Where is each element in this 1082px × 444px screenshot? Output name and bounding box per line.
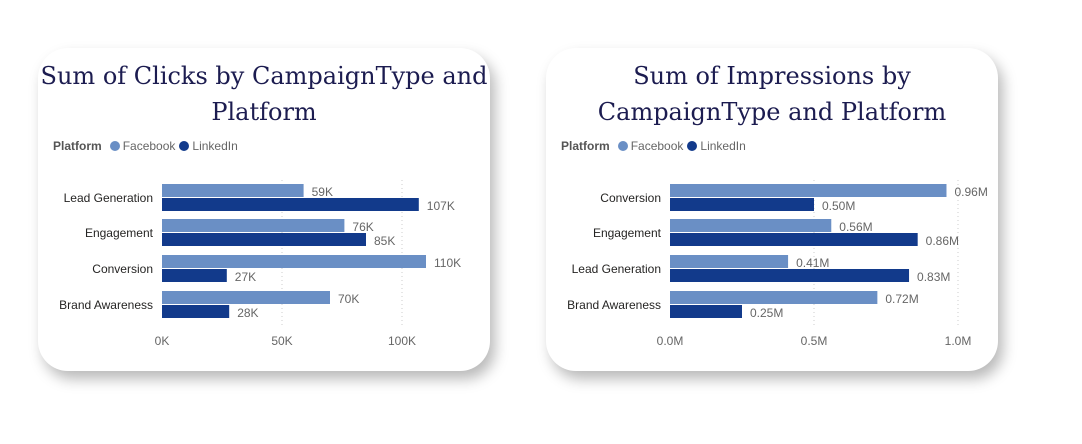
y-category-label: Conversion xyxy=(600,191,661,205)
data-label: 0.56M xyxy=(839,220,872,234)
legend-marker-facebook xyxy=(109,141,120,151)
y-category-label: Brand Awareness xyxy=(567,298,661,312)
bar-facebook xyxy=(162,184,304,197)
x-tick-label: 0.0M xyxy=(657,334,684,348)
data-label: 70K xyxy=(338,292,359,306)
legend-label-facebook: Facebook xyxy=(630,139,684,153)
data-label: 110K xyxy=(434,256,461,270)
data-label: 0.72M xyxy=(885,292,918,306)
chart-title-line: Platform xyxy=(211,98,317,126)
x-tick-label: 1.0M xyxy=(945,334,972,348)
data-label: 28K xyxy=(237,306,258,320)
legend-marker-linkedin xyxy=(687,141,698,151)
legend-entry-linkedin[interactable]: LinkedIn xyxy=(687,139,746,153)
data-label: 0.50M xyxy=(822,199,855,213)
y-category-label: Lead Generation xyxy=(64,191,153,205)
y-category-label: Engagement xyxy=(593,226,662,240)
chart-title-line: Sum of Impressions by xyxy=(633,62,911,90)
bar-linkedin xyxy=(162,233,366,246)
bar-facebook xyxy=(670,184,947,197)
data-label: 0.25M xyxy=(750,306,783,320)
legend-label-linkedin: LinkedIn xyxy=(192,139,238,153)
chart-legend: Platform Facebook LinkedIn xyxy=(561,139,750,153)
data-label: 0.41M xyxy=(796,256,829,270)
impressions-bar-chart: 0.0M 0.5M 1.0M Conversion 0.96M 0.50M Engageme… xyxy=(567,180,988,348)
y-category-label: Lead Generation xyxy=(572,262,661,276)
data-label: 59K xyxy=(312,185,333,199)
y-category-label: Conversion xyxy=(92,262,153,276)
bar-facebook xyxy=(670,219,832,232)
bar-linkedin xyxy=(670,233,918,246)
x-tick-label: 0K xyxy=(155,334,170,348)
x-tick-label: 100K xyxy=(388,334,416,348)
chart-title: Sum of Clicks by CampaignType and Platfo… xyxy=(38,58,490,130)
legend-label-linkedin: LinkedIn xyxy=(700,139,746,153)
legend-entry-linkedin[interactable]: LinkedIn xyxy=(179,139,238,153)
bar-facebook xyxy=(670,291,878,304)
bar-facebook xyxy=(162,291,330,304)
legend-label-facebook: Facebook xyxy=(122,139,176,153)
clicks-bar-chart: 0K 50K 100K Lead Generation 59K 107K Engagemen… xyxy=(59,180,461,348)
data-label: 85K xyxy=(374,234,395,248)
bar-linkedin xyxy=(162,198,419,211)
bar-facebook xyxy=(162,219,345,232)
chart-title: Sum of Impressions by CampaignType and P… xyxy=(546,58,998,130)
chart-title-line: CampaignType and Platform xyxy=(597,98,947,126)
y-category-label: Brand Awareness xyxy=(59,298,153,312)
bar-linkedin xyxy=(670,305,742,318)
legend-marker-linkedin xyxy=(179,141,190,151)
impressions-chart-card: Sum of Impressions by CampaignType and P… xyxy=(546,48,998,371)
legend-entry-facebook[interactable]: Facebook xyxy=(617,139,684,153)
legend-marker-facebook xyxy=(617,141,628,151)
bar-facebook xyxy=(670,255,789,268)
chart-title-line: Sum of Clicks by CampaignType and xyxy=(40,62,488,90)
data-label: 0.83M xyxy=(917,270,950,284)
data-label: 27K xyxy=(235,270,256,284)
legend-entry-facebook[interactable]: Facebook xyxy=(109,139,176,153)
bar-linkedin xyxy=(162,269,227,282)
bar-linkedin xyxy=(670,269,910,282)
bar-facebook xyxy=(162,255,426,268)
bar-linkedin xyxy=(670,198,814,211)
data-label: 0.96M xyxy=(954,185,987,199)
data-label: 76K xyxy=(352,220,373,234)
legend-title: Platform xyxy=(53,139,102,153)
data-label: 107K xyxy=(427,199,455,213)
data-label: 0.86M xyxy=(926,234,959,248)
x-tick-label: 50K xyxy=(271,334,292,348)
bar-linkedin xyxy=(162,305,230,318)
legend-title: Platform xyxy=(561,139,610,153)
x-tick-label: 0.5M xyxy=(801,334,828,348)
chart-legend: Platform Facebook LinkedIn xyxy=(53,139,242,153)
clicks-chart-card: Sum of Clicks by CampaignType and Platfo… xyxy=(38,48,490,371)
y-category-label: Engagement xyxy=(85,226,154,240)
